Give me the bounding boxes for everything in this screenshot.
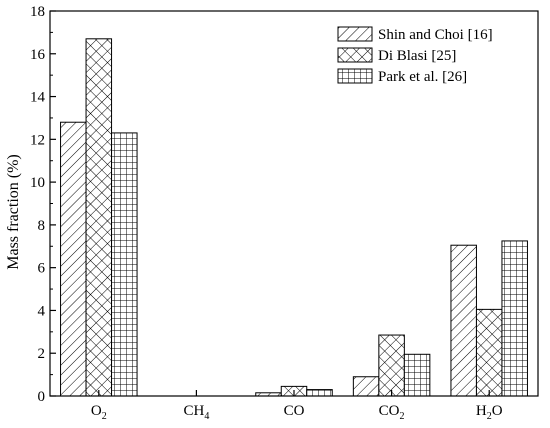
legend-label: Shin and Choi [16] [378,27,493,43]
x-tick-label: CH4 [183,403,209,422]
y-tick-label: 4 [38,303,46,319]
y-tick-label: 10 [30,175,45,191]
bar-1-4 [352,376,380,397]
y-tick-label: 12 [30,132,45,148]
legend-swatch [337,68,373,84]
x-tick-label: CO [284,403,305,419]
legend-label: Park et al. [26] [378,69,467,85]
bar-2-4 [378,334,405,397]
x-tick-label: CO2 [379,403,405,422]
y-axis-label: Mass fraction (%) [5,154,22,270]
x-tick-label: O2 [91,403,107,422]
bar-1-1 [60,121,87,397]
bar-3-4 [403,353,431,397]
legend-label: Di Blasi [25] [378,48,456,64]
y-tick-label: 0 [38,389,46,405]
x-tick-label: H2O [476,403,503,422]
legend: Shin and Choi [16] Di Blasi [25] Park et a… [337,26,493,85]
bars-group [60,38,528,397]
y-tick-label: 2 [38,346,46,362]
legend-swatch [337,26,373,42]
bar-3-5 [501,240,528,397]
bar-1-5 [450,244,477,397]
bar-2-1 [85,38,113,397]
y-tick-label: 14 [30,90,46,106]
bar-3-3 [306,389,333,397]
axes-group: 0 2 4 6 8 10 12 14 16 18 O2 CH4 CO CO2 H2O [30,4,539,422]
bar-2-5 [475,308,503,397]
y-tick-label: 8 [38,218,46,234]
y-tick-label: 6 [38,261,46,277]
bar-3-1 [111,132,138,397]
legend-swatch [337,47,373,63]
y-tick-label: 16 [30,47,46,63]
y-tick-label: 18 [30,4,45,20]
